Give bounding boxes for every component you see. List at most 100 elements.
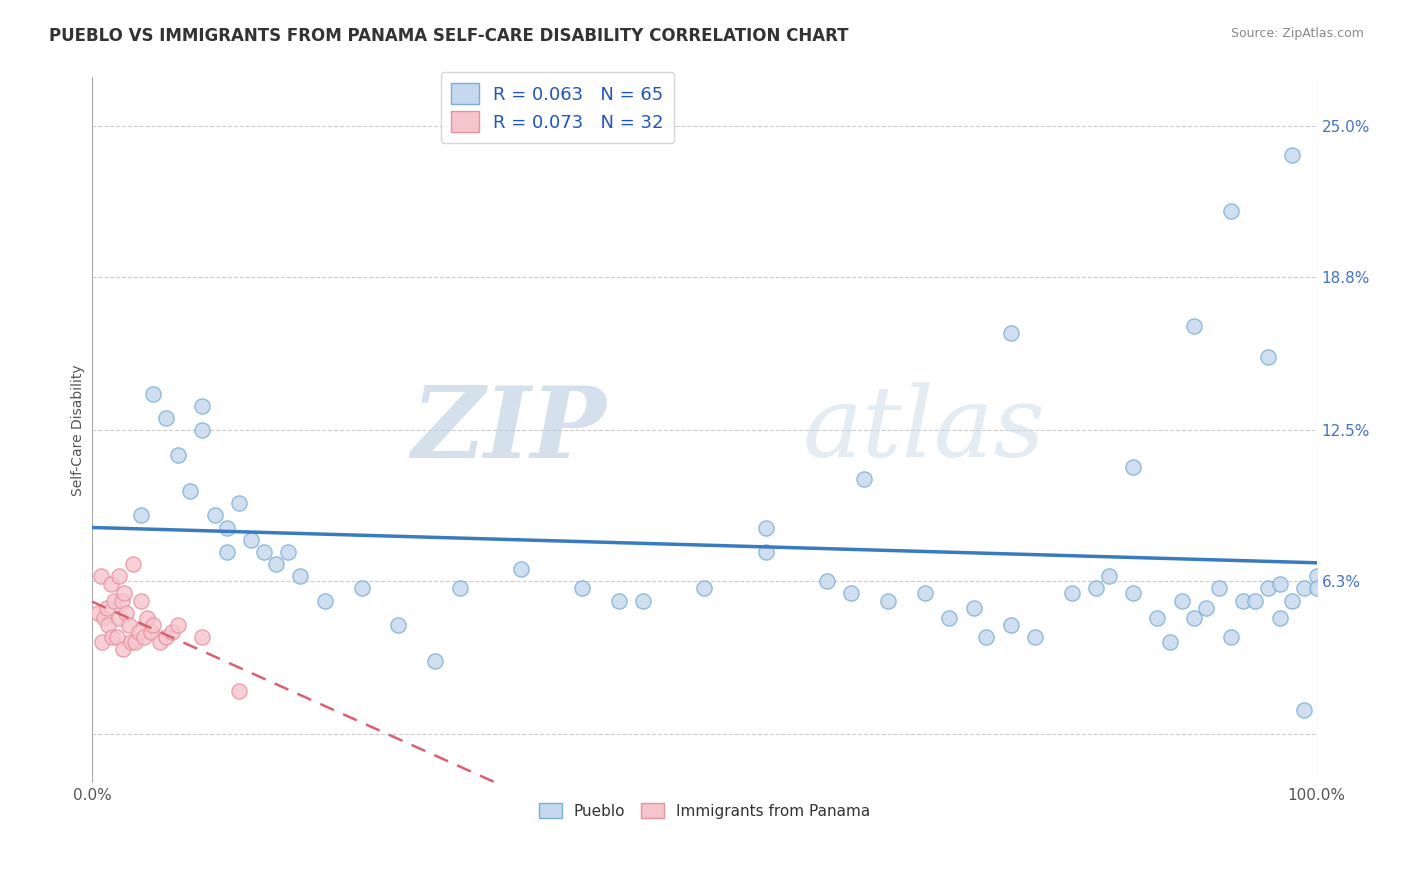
Point <box>118 618 141 632</box>
Point <box>115 606 138 620</box>
Point <box>607 593 630 607</box>
Text: atlas: atlas <box>803 383 1045 478</box>
Point <box>100 576 122 591</box>
Point <box>105 630 128 644</box>
Point <box>509 562 531 576</box>
Point <box>160 625 183 640</box>
Point <box>139 625 162 640</box>
Point <box>423 654 446 668</box>
Text: Source: ZipAtlas.com: Source: ZipAtlas.com <box>1230 27 1364 40</box>
Point <box>974 630 997 644</box>
Point <box>215 545 238 559</box>
Point <box>124 635 146 649</box>
Point <box>1208 582 1230 596</box>
Point <box>963 600 986 615</box>
Point <box>93 610 115 624</box>
Point <box>1097 569 1119 583</box>
Point <box>841 586 863 600</box>
Point <box>1305 569 1327 583</box>
Point <box>1000 618 1022 632</box>
Point <box>1232 593 1254 607</box>
Point <box>167 618 190 632</box>
Point <box>120 635 142 649</box>
Point <box>387 618 409 632</box>
Point <box>1268 576 1291 591</box>
Point <box>914 586 936 600</box>
Y-axis label: Self-Care Disability: Self-Care Disability <box>72 365 86 496</box>
Point <box>938 610 960 624</box>
Point <box>111 642 134 657</box>
Point <box>1060 586 1083 600</box>
Point <box>693 582 716 596</box>
Point <box>179 484 201 499</box>
Point <box>91 635 114 649</box>
Point <box>228 496 250 510</box>
Point <box>215 520 238 534</box>
Text: ZIP: ZIP <box>412 382 606 478</box>
Point <box>112 586 135 600</box>
Point <box>155 411 177 425</box>
Point <box>1220 630 1243 644</box>
Point <box>132 630 155 644</box>
Point <box>97 618 120 632</box>
Point <box>1195 600 1218 615</box>
Point <box>571 582 593 596</box>
Point <box>1281 148 1303 162</box>
Point <box>191 630 214 644</box>
Point <box>1257 351 1279 365</box>
Point <box>228 683 250 698</box>
Point <box>631 593 654 607</box>
Point <box>1294 703 1316 717</box>
Point <box>290 569 312 583</box>
Point <box>129 508 152 523</box>
Point <box>1281 593 1303 607</box>
Point <box>1268 610 1291 624</box>
Point <box>1146 610 1168 624</box>
Point <box>1024 630 1046 644</box>
Point <box>755 545 778 559</box>
Point <box>1294 582 1316 596</box>
Point <box>1305 582 1327 596</box>
Point <box>96 600 118 615</box>
Point <box>877 593 900 607</box>
Point <box>755 520 778 534</box>
Point <box>142 618 165 632</box>
Point <box>449 582 471 596</box>
Point <box>264 557 287 571</box>
Point <box>142 386 165 401</box>
Point <box>1257 582 1279 596</box>
Point <box>100 630 122 644</box>
Point <box>1220 204 1243 219</box>
Point <box>1122 586 1144 600</box>
Point <box>1244 593 1267 607</box>
Point <box>136 610 159 624</box>
Point <box>129 593 152 607</box>
Point <box>128 625 150 640</box>
Point <box>1000 326 1022 340</box>
Point <box>191 423 214 437</box>
Point <box>103 593 125 607</box>
Point <box>852 472 875 486</box>
Point <box>252 545 274 559</box>
Point <box>815 574 838 588</box>
Point <box>108 610 131 624</box>
Point <box>148 635 170 649</box>
Point <box>1171 593 1194 607</box>
Point <box>191 399 214 413</box>
Point <box>240 533 263 547</box>
Point <box>155 630 177 644</box>
Point <box>1122 459 1144 474</box>
Point <box>1085 582 1108 596</box>
Point <box>204 508 226 523</box>
Point <box>121 557 143 571</box>
Point <box>87 606 110 620</box>
Legend: Pueblo, Immigrants from Panama: Pueblo, Immigrants from Panama <box>533 797 876 825</box>
Point <box>1182 318 1205 333</box>
Text: PUEBLO VS IMMIGRANTS FROM PANAMA SELF-CARE DISABILITY CORRELATION CHART: PUEBLO VS IMMIGRANTS FROM PANAMA SELF-CA… <box>49 27 849 45</box>
Point <box>90 569 112 583</box>
Point <box>1159 635 1181 649</box>
Point <box>277 545 299 559</box>
Point <box>110 593 132 607</box>
Point <box>167 448 190 462</box>
Point <box>314 593 336 607</box>
